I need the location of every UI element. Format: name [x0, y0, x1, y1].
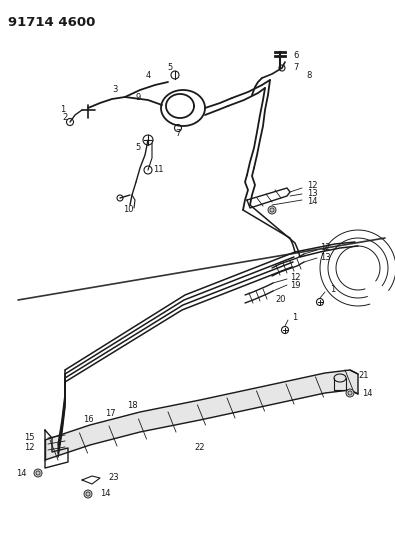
Text: 8: 8	[306, 71, 311, 80]
Text: 5: 5	[135, 143, 141, 152]
Text: 12: 12	[290, 272, 301, 281]
Text: 3: 3	[113, 85, 118, 94]
Polygon shape	[45, 370, 358, 460]
Text: 14: 14	[17, 469, 27, 478]
Text: 20: 20	[275, 295, 286, 303]
Text: 15: 15	[24, 432, 35, 441]
Text: 1: 1	[292, 313, 297, 322]
Text: 18: 18	[127, 401, 137, 410]
Text: 91714 4600: 91714 4600	[8, 16, 95, 29]
Text: 11: 11	[153, 166, 163, 174]
Text: 16: 16	[83, 416, 93, 424]
Circle shape	[34, 469, 42, 477]
Text: 9: 9	[135, 93, 141, 101]
Text: 5: 5	[167, 63, 173, 72]
Text: 7: 7	[175, 130, 181, 139]
Text: 14: 14	[362, 389, 372, 398]
Text: 14: 14	[100, 489, 111, 498]
Text: 14: 14	[307, 198, 318, 206]
Text: 7: 7	[293, 63, 298, 72]
Circle shape	[268, 206, 276, 214]
Text: 12: 12	[24, 443, 35, 453]
Text: 13: 13	[307, 190, 318, 198]
Text: 4: 4	[145, 70, 150, 79]
Text: 6: 6	[293, 51, 298, 60]
Text: 2: 2	[63, 114, 68, 123]
Text: 17: 17	[105, 408, 115, 417]
Text: 1: 1	[330, 286, 335, 295]
Text: 12: 12	[320, 244, 331, 253]
Text: 13: 13	[320, 254, 331, 262]
Circle shape	[84, 490, 92, 498]
Text: 22: 22	[195, 443, 205, 453]
Text: 10: 10	[123, 206, 133, 214]
Text: 19: 19	[290, 280, 301, 289]
Text: 21: 21	[358, 370, 369, 379]
Circle shape	[346, 389, 354, 397]
Text: 1: 1	[60, 106, 65, 115]
Text: 23: 23	[108, 472, 118, 481]
Text: 12: 12	[307, 182, 318, 190]
